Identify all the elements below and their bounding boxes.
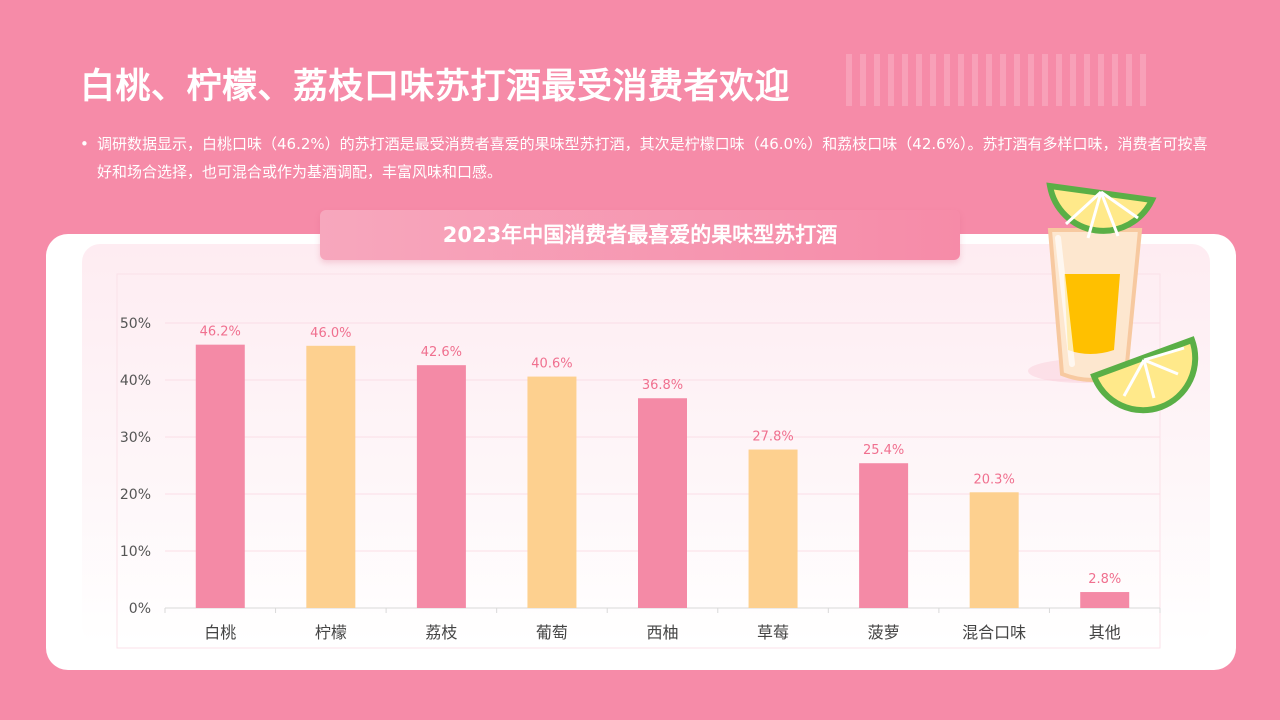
data-labels: 46.2% 46.0% 42.6% 40.6% 36.8% 27.8% 25.4% 20.3%… <box>200 325 1122 587</box>
data-label: 46.0% <box>310 326 351 341</box>
page-title: 白桃、柠檬、荔枝口味苏打酒最受消费者欢迎 <box>80 67 791 107</box>
bar <box>416 365 466 608</box>
bar <box>1080 592 1130 608</box>
bar <box>638 398 687 608</box>
data-label: 42.6% <box>421 345 462 360</box>
bar <box>748 449 798 608</box>
x-tick-label: 混合口味 <box>962 623 1026 642</box>
data-label: 2.8% <box>1088 572 1121 587</box>
y-tick-label: 40% <box>120 373 151 389</box>
data-label: 46.2% <box>200 325 241 340</box>
x-tick-label: 柠檬 <box>315 623 347 642</box>
y-tick-label: 30% <box>120 430 151 446</box>
y-axis-ticks: 0% 10% 20% 30% 40% 50% <box>120 316 151 617</box>
bar <box>195 344 245 608</box>
bar <box>527 376 577 608</box>
bar <box>306 345 356 608</box>
data-label: 27.8% <box>752 430 793 445</box>
y-tick-label: 0% <box>129 601 151 617</box>
data-label: 25.4% <box>863 443 904 458</box>
title-stripe-decoration <box>846 54 1146 106</box>
data-label: 36.8% <box>642 378 683 393</box>
plot-frame <box>116 273 1161 649</box>
chart-title: 2023年中国消费者最喜爱的果味型苏打酒 <box>320 210 960 260</box>
x-tick-label: 草莓 <box>757 623 789 642</box>
x-tick-label: 白桃 <box>204 623 236 642</box>
data-label: 20.3% <box>974 472 1015 487</box>
x-axis-ticks: 白桃 柠檬 荔枝 葡萄 西柚 草莓 菠萝 混合口味 其他 <box>204 623 1120 642</box>
bullet-marker: • <box>80 135 89 153</box>
x-tick-label: 其他 <box>1089 623 1121 642</box>
x-tick-label: 葡萄 <box>536 623 568 642</box>
data-label: 40.6% <box>531 357 572 372</box>
lemon-drink-icon <box>1028 182 1199 414</box>
description-text: 调研数据显示，白桃口味（46.2%）的苏打酒是最受消费者喜爱的果味型苏打酒，其次… <box>97 135 1208 181</box>
description: • 调研数据显示，白桃口味（46.2%）的苏打酒是最受消费者喜爱的果味型苏打酒，… <box>80 130 1220 186</box>
x-tick-label: 菠萝 <box>868 623 900 642</box>
y-tick-label: 50% <box>120 316 151 332</box>
bars <box>195 344 1130 608</box>
y-tick-label: 10% <box>120 544 151 560</box>
bar <box>859 463 909 608</box>
bar <box>969 492 1019 608</box>
x-tick-label: 荔枝 <box>425 623 457 642</box>
x-tick-label: 西柚 <box>646 623 678 642</box>
y-tick-label: 20% <box>120 487 151 503</box>
